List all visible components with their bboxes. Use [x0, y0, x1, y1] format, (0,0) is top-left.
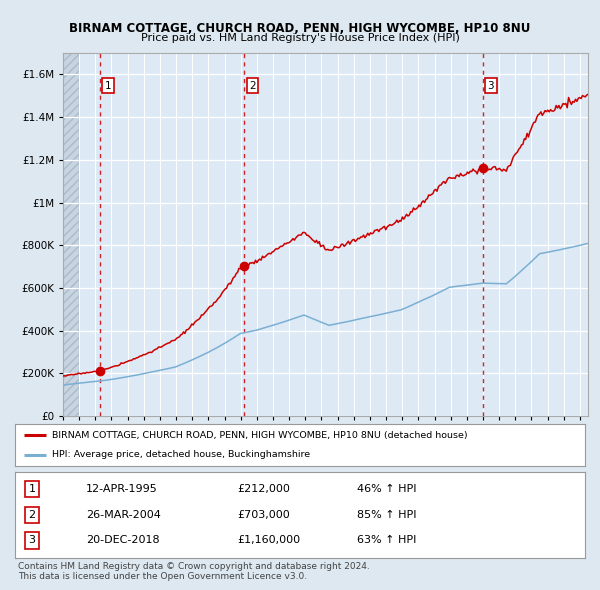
- Bar: [63, 53, 79, 416]
- Text: £1,160,000: £1,160,000: [238, 536, 301, 545]
- Text: Contains HM Land Registry data © Crown copyright and database right 2024.
This d: Contains HM Land Registry data © Crown c…: [18, 562, 370, 581]
- Text: 85% ↑ HPI: 85% ↑ HPI: [357, 510, 416, 520]
- Text: 3: 3: [487, 81, 494, 91]
- Text: BIRNAM COTTAGE, CHURCH ROAD, PENN, HIGH WYCOMBE, HP10 8NU (detached house): BIRNAM COTTAGE, CHURCH ROAD, PENN, HIGH …: [52, 431, 467, 440]
- Text: 46% ↑ HPI: 46% ↑ HPI: [357, 484, 416, 494]
- Text: 2: 2: [249, 81, 256, 91]
- Text: Price paid vs. HM Land Registry's House Price Index (HPI): Price paid vs. HM Land Registry's House …: [140, 33, 460, 43]
- Text: BIRNAM COTTAGE, CHURCH ROAD, PENN, HIGH WYCOMBE, HP10 8NU: BIRNAM COTTAGE, CHURCH ROAD, PENN, HIGH …: [70, 22, 530, 35]
- Text: 20-DEC-2018: 20-DEC-2018: [86, 536, 160, 545]
- Text: 1: 1: [29, 484, 35, 494]
- Text: £212,000: £212,000: [238, 484, 290, 494]
- Text: 2: 2: [29, 510, 35, 520]
- Text: £703,000: £703,000: [238, 510, 290, 520]
- Text: 1: 1: [105, 81, 112, 91]
- Text: HPI: Average price, detached house, Buckinghamshire: HPI: Average price, detached house, Buck…: [52, 450, 310, 459]
- Text: 12-APR-1995: 12-APR-1995: [86, 484, 158, 494]
- Text: 26-MAR-2004: 26-MAR-2004: [86, 510, 161, 520]
- Text: 3: 3: [29, 536, 35, 545]
- Text: 63% ↑ HPI: 63% ↑ HPI: [357, 536, 416, 545]
